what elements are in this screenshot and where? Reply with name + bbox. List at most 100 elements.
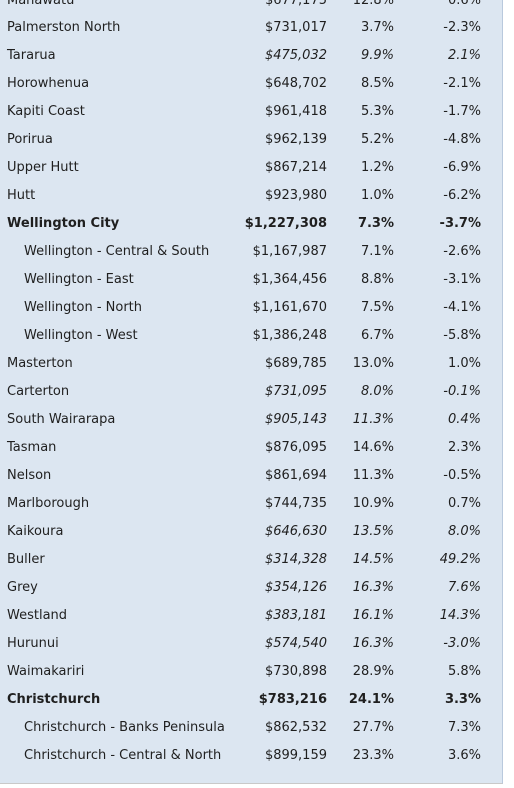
median-price-cell: $876,095 <box>264 440 327 455</box>
table-row: Hutt $923,980 1.0% -6.2% <box>0 182 502 210</box>
change-2-cell: -3.0% <box>443 636 481 651</box>
median-price-cell: $861,694 <box>264 468 327 483</box>
median-price-cell: $314,328 <box>264 552 327 567</box>
change-2-cell: -0.5% <box>443 468 481 483</box>
change-1-cell: 6.7% <box>360 328 394 343</box>
table-row: South Wairarapa $905,143 11.3% 0.4% <box>0 406 502 434</box>
change-2-cell: -2.3% <box>443 20 481 35</box>
region-name-cell: Hutt <box>7 188 36 203</box>
change-1-cell: 23.3% <box>352 748 394 763</box>
change-2-cell: 3.6% <box>447 748 481 763</box>
change-2-cell: 2.1% <box>447 48 481 63</box>
table-row: Wellington - West $1,386,248 6.7% -5.8% <box>0 322 502 350</box>
change-2-cell: 8.0% <box>447 524 481 539</box>
table-row: Tasman $876,095 14.6% 2.3% <box>0 434 502 462</box>
change-1-cell: 27.7% <box>352 720 394 735</box>
change-2-cell: -1.7% <box>443 104 481 119</box>
median-price-cell: $731,095 <box>264 384 327 399</box>
table-row: Christchurch $783,216 24.1% 3.3% <box>0 686 502 714</box>
median-price-cell: $899,159 <box>264 748 327 763</box>
change-2-cell: 7.6% <box>447 580 481 595</box>
median-price-cell: $1,167,987 <box>252 244 327 259</box>
table-row: Wellington City $1,227,308 7.3% -3.7% <box>0 210 502 238</box>
table-row: Grey $354,126 16.3% 7.6% <box>0 574 502 602</box>
change-1-cell: 14.5% <box>352 552 394 567</box>
median-price-cell: $1,161,670 <box>252 300 327 315</box>
change-1-cell: 16.3% <box>352 580 394 595</box>
table-row: Buller $314,328 14.5% 49.2% <box>0 546 502 574</box>
table-row: Hurunui $574,540 16.3% -3.0% <box>0 630 502 658</box>
region-name-cell: Westland <box>7 608 68 623</box>
table-row: Palmerston North $731,017 3.7% -2.3% <box>0 14 502 42</box>
table-row: Kaikoura $646,630 13.5% 8.0% <box>0 518 502 546</box>
change-1-cell: 5.2% <box>360 132 394 147</box>
region-name-cell: Kapiti Coast <box>7 104 85 119</box>
region-name-cell: Carterton <box>7 384 70 399</box>
change-2-cell: -2.6% <box>443 244 481 259</box>
change-1-cell: 11.3% <box>352 468 394 483</box>
table-row: Christchurch - Banks Peninsula $862,532 27… <box>0 714 502 742</box>
table-row: Porirua $962,139 5.2% -4.8% <box>0 126 502 154</box>
median-price-cell: $1,364,456 <box>252 272 327 287</box>
change-2-cell: 0.6% <box>447 0 481 8</box>
region-name-cell: Christchurch - Banks Peninsula <box>24 720 225 735</box>
median-price-cell: $574,540 <box>264 636 327 651</box>
table-row: Manawatu $677,175 12.8% 0.6% <box>0 0 502 14</box>
change-2-cell: -4.1% <box>443 300 481 315</box>
region-name-cell: Kaikoura <box>7 524 64 539</box>
table-row: Westland $383,181 16.1% 14.3% <box>0 602 502 630</box>
region-name-cell: Masterton <box>7 356 73 371</box>
data-table: Manawatu $677,175 12.8% 0.6% Palmerston Nort… <box>0 0 503 784</box>
region-name-cell: Porirua <box>7 132 53 147</box>
region-name-cell: Tararua <box>7 48 56 63</box>
table-row: Kapiti Coast $961,418 5.3% -1.7% <box>0 98 502 126</box>
region-name-cell: Wellington - West <box>24 328 138 343</box>
change-2-cell: -4.8% <box>443 132 481 147</box>
table-row: Nelson $861,694 11.3% -0.5% <box>0 462 502 490</box>
change-2-cell: 0.4% <box>447 412 481 427</box>
region-name-cell: Waimakariri <box>7 664 85 679</box>
table-row: Marlborough $744,735 10.9% 0.7% <box>0 490 502 518</box>
change-2-cell: 1.0% <box>447 356 481 371</box>
table-row: Upper Hutt $867,214 1.2% -6.9% <box>0 154 502 182</box>
median-price-cell: $646,630 <box>264 524 327 539</box>
median-price-cell: $383,181 <box>264 608 327 623</box>
region-name-cell: Upper Hutt <box>7 160 79 175</box>
change-2-cell: 14.3% <box>439 608 481 623</box>
change-2-cell: 3.3% <box>444 692 481 707</box>
region-name-cell: Palmerston North <box>7 20 121 35</box>
change-1-cell: 11.3% <box>352 412 394 427</box>
median-price-cell: $354,126 <box>264 580 327 595</box>
change-1-cell: 9.9% <box>360 48 394 63</box>
region-name-cell: Christchurch <box>7 692 101 707</box>
table-row: Wellington - North $1,161,670 7.5% -4.1% <box>0 294 502 322</box>
median-price-cell: $783,216 <box>258 692 327 707</box>
change-2-cell: 2.3% <box>447 440 481 455</box>
change-1-cell: 13.0% <box>352 356 394 371</box>
change-1-cell: 7.1% <box>360 244 394 259</box>
region-name-cell: Tasman <box>7 440 57 455</box>
median-price-cell: $677,175 <box>264 0 327 8</box>
region-name-cell: Wellington - North <box>24 300 143 315</box>
region-name-cell: Hurunui <box>7 636 59 651</box>
change-2-cell: -6.2% <box>443 188 481 203</box>
table-row: Waimakariri $730,898 28.9% 5.8% <box>0 658 502 686</box>
median-price-cell: $475,032 <box>264 48 327 63</box>
table-row: Wellington - East $1,364,456 8.8% -3.1% <box>0 266 502 294</box>
table-row: Horowhenua $648,702 8.5% -2.1% <box>0 70 502 98</box>
change-2-cell: 7.3% <box>447 720 481 735</box>
median-price-cell: $962,139 <box>264 132 327 147</box>
median-price-cell: $731,017 <box>264 20 327 35</box>
region-name-cell: Manawatu <box>7 0 75 8</box>
change-1-cell: 8.0% <box>360 384 394 399</box>
median-price-cell: $744,735 <box>264 496 327 511</box>
median-price-cell: $961,418 <box>264 104 327 119</box>
region-name-cell: Nelson <box>7 468 52 483</box>
change-1-cell: 12.8% <box>352 0 394 8</box>
change-2-cell: 0.7% <box>447 496 481 511</box>
median-price-cell: $730,898 <box>264 664 327 679</box>
median-price-cell: $689,785 <box>264 356 327 371</box>
region-name-cell: Grey <box>7 580 38 595</box>
median-price-cell: $923,980 <box>264 188 327 203</box>
change-2-cell: -3.1% <box>443 272 481 287</box>
